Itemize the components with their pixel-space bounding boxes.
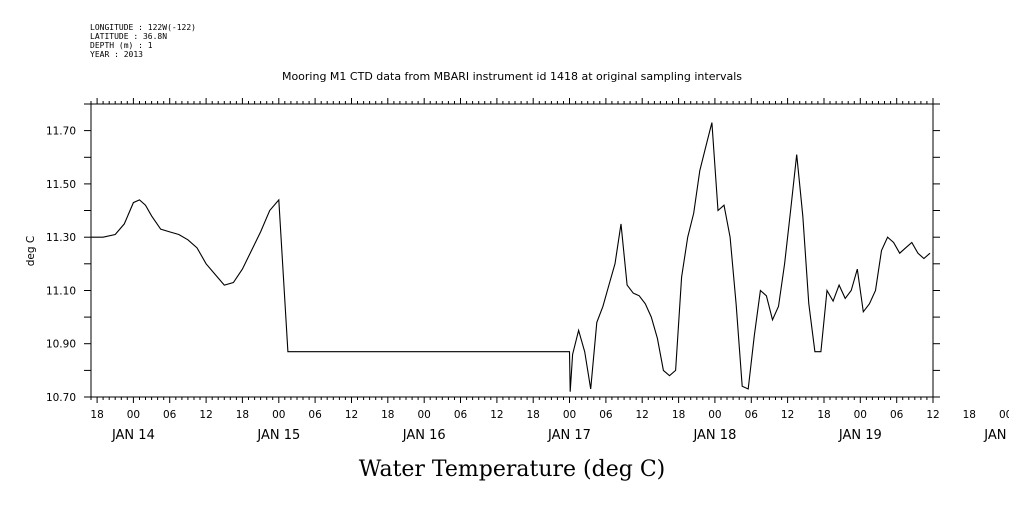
x-hour-label: 00 [563,409,576,421]
series-line-water-temperature [91,122,931,392]
x-hour-label: 06 [308,409,322,421]
y-tick-label: 11.70 [46,126,76,138]
x-hour-label: 12 [926,409,939,421]
x-hour-label: 06 [745,409,759,421]
y-tick-label: 10.90 [46,339,76,351]
y-tick-label: 10.70 [46,392,76,404]
x-hour-label: 00 [708,409,721,421]
y-axis-label: deg C [25,236,37,266]
x-hour-label: 18 [236,409,249,421]
x-hour-label: 18 [672,409,685,421]
x-hour-label: 00 [418,409,431,421]
x-hour-label: 06 [599,409,613,421]
x-hour-label: 06 [890,409,904,421]
meta-year: YEAR : 2013 [90,50,143,59]
x-hour-label: 00 [127,409,140,421]
y-tick-label: 11.30 [46,232,76,244]
x-hour-label: 12 [345,409,358,421]
meta-latitude: LATITUDE : 36.8N [90,32,167,41]
x-hour-label: 12 [636,409,649,421]
x-hour-labels: 18 00 06 12 18 00 06 12 18 00 06 12 18 00 06 12 18 00 06 12… [90,409,1009,421]
meta-depth: DEPTH (m) : 1 [90,41,153,50]
tick-marks [84,98,940,403]
x-hour-label: 06 [454,409,468,421]
x-day-label: JAN 20 [983,428,1009,443]
meta-longitude: LONGITUDE : 122W(-122) [90,23,196,32]
x-hour-label: 00 [272,409,285,421]
x-day-label: JAN 18 [692,428,736,443]
x-hour-label: 18 [381,409,394,421]
x-hour-label: 12 [490,409,503,421]
x-hour-label: 06 [163,409,177,421]
chart-title: Mooring M1 CTD data from MBARI instrumen… [282,70,742,83]
x-day-label: JAN 15 [256,428,300,443]
y-tick-label: 11.10 [46,286,76,298]
x-hour-label: 00 [999,409,1009,421]
y-tick-label: 11.50 [46,179,76,191]
x-hour-label: 18 [527,409,540,421]
y-tick-labels: 10.70 10.90 11.10 11.30 11.50 11.70 [46,126,76,404]
x-hour-label: 18 [817,409,830,421]
x-day-label: JAN 16 [402,428,446,443]
plot-frame [90,103,934,398]
x-hour-label: 00 [854,409,867,421]
x-axis-label: Water Temperature (deg C) [359,457,666,482]
x-hour-label: 18 [90,409,103,421]
x-day-label: JAN 17 [547,428,591,443]
x-hour-label: 18 [963,409,976,421]
x-day-labels: JAN 14 JAN 15 JAN 16 JAN 17 JAN 18 JAN 19 JAN … [111,428,1009,443]
x-day-label: JAN 19 [838,428,882,443]
x-hour-label: 12 [781,409,794,421]
x-hour-label: 12 [199,409,212,421]
x-day-label: JAN 14 [111,428,155,443]
